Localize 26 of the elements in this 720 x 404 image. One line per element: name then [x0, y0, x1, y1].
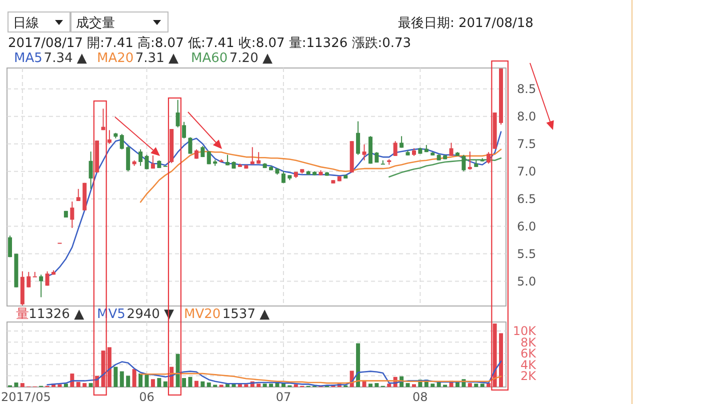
text: 7.20 ▲ [229, 51, 272, 66]
text: 7.31 ▲ [135, 51, 178, 66]
y-tick-label: 5.0 [517, 274, 536, 288]
text: MA20 [97, 51, 134, 66]
text: 2017/08/17 開:7.41 高:8.07 低:7.41 收:8.07 量:11326 漲跌:0.73 [8, 35, 412, 51]
x-tick-label: 06 [139, 390, 154, 404]
y-tick-label: 6.0 [517, 220, 536, 234]
text: 7.34 ▲ [44, 51, 87, 66]
y-tick-label: 8.5 [517, 82, 536, 96]
y-tick-label: 8.0 [517, 110, 536, 124]
text: 量 [16, 307, 29, 322]
text: 最後日期: 2017/08/18 [398, 16, 534, 31]
text: 成交量 [76, 15, 115, 31]
y-tick-label: 6.5 [517, 192, 536, 206]
text: MA5 [14, 51, 42, 66]
text: 日線 [13, 16, 39, 31]
y-tick-label: 7.0 [517, 164, 536, 179]
x-tick-label: 08 [412, 390, 428, 404]
x-tick-label: 07 [276, 390, 292, 404]
text: MV20 [184, 307, 221, 322]
y-tick-label: 7.5 [517, 137, 536, 152]
y-tick-label: 5.5 [517, 246, 536, 261]
annotation: 11326 ▲ [28, 307, 84, 322]
x-tick-label: 2017/05 [1, 390, 51, 404]
annotation: 1537 ▲ [222, 307, 270, 322]
text: MA60 [191, 51, 228, 66]
